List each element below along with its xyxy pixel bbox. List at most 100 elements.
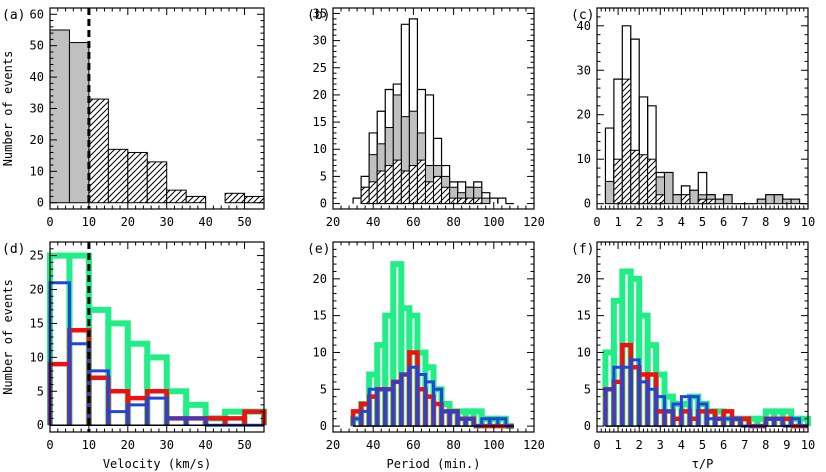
bar-e-blue-18 — [496, 417, 508, 427]
bar-c-gray-20 — [773, 194, 784, 205]
series-blue — [351, 365, 514, 428]
bar-c-gray-8 — [672, 194, 682, 205]
bar-c-gray-7 — [664, 172, 674, 205]
y-tick-label: 20 — [30, 283, 44, 297]
y-tick-label: 5 — [37, 384, 44, 398]
y-tick-label: 40 — [30, 70, 44, 84]
bar-b-hatch-9 — [424, 181, 434, 205]
x-tick-label: 10 — [801, 438, 815, 452]
x-tick-label: 0 — [593, 215, 600, 229]
y-tick-label: 25 — [30, 249, 44, 263]
y-tick-label: 15 — [577, 309, 591, 323]
x-tick-label: 10 — [801, 215, 815, 229]
panel-label: (d) — [2, 242, 25, 257]
y-tick-label: 0 — [37, 196, 44, 210]
axes-frame — [332, 7, 535, 210]
bar-d-green-7 — [183, 401, 209, 426]
x-tick-label: 80 — [446, 438, 460, 452]
x-tick-label: 10 — [82, 438, 96, 452]
x-tick-label: 20 — [326, 215, 340, 229]
panel-b: 20 40 60 80 100 120 0 5 10 15 20 25 30 35(b) — [307, 6, 545, 229]
bar-b-hatch-8 — [416, 159, 426, 205]
bar-b-hatch-13 — [457, 197, 467, 205]
y-tick-label: 0 — [320, 419, 327, 433]
x-tick-label: 40 — [198, 438, 212, 452]
y-tick-label: 20 — [30, 133, 44, 147]
x-tick-label: 9 — [783, 438, 790, 452]
x-tick-label: 7 — [741, 438, 748, 452]
x-tick-label: 4 — [678, 438, 685, 452]
bar-b-hatch-11 — [441, 186, 451, 205]
y-tick-label: 5 — [320, 169, 327, 183]
x-tick-label: 3 — [657, 438, 664, 452]
bar-e-blue-10 — [432, 387, 444, 427]
bar-f-blue-11 — [696, 402, 709, 427]
bar-c-gray-22 — [790, 198, 801, 205]
x-tick-label: 4 — [678, 215, 685, 229]
x-tick-label: 5 — [699, 215, 706, 229]
y-tick-label: 30 — [313, 34, 327, 48]
y-tick-label: 10 — [313, 142, 327, 156]
bar-f-blue-15 — [730, 417, 742, 427]
bar-c-hatch-2 — [621, 78, 632, 205]
bar-f-blue-22 — [789, 417, 802, 427]
y-tick-label: 20 — [313, 88, 327, 102]
y-tick-label: 20 — [313, 272, 327, 286]
x-tick-label: 7 — [741, 215, 748, 229]
bar-a-hatch-7 — [224, 192, 246, 204]
bar-d-blue-5 — [145, 396, 169, 426]
y-tick-label: 0 — [584, 197, 591, 211]
bar-c-gray-14 — [723, 194, 733, 205]
bar-b-hatch-7 — [408, 165, 418, 205]
y-tick-label: 5 — [320, 382, 327, 396]
series-hatch — [360, 159, 483, 205]
series-hatch — [88, 98, 265, 204]
panel-label: (f) — [571, 242, 594, 257]
panel-e: 20 40 60 80 100 120 0 5 10 15 20 (e) Period (min.) — [307, 241, 545, 471]
x-tick-label: 20 — [121, 215, 135, 229]
bar-a-hatch-0 — [88, 98, 109, 204]
panel-a: 0 10 20 30 40 50 0 10 20 30 40 50 60 (a) Number of eve… — [1, 7, 265, 229]
bar-a-hatch-5 — [185, 195, 207, 204]
y-tick-label: 10 — [577, 152, 591, 166]
x-tick-label: 0 — [593, 438, 600, 452]
y-tick-label: 0 — [320, 197, 327, 211]
x-axis-label: Period (min.) — [387, 457, 481, 471]
x-tick-label: 100 — [483, 438, 505, 452]
bar-b-hatch-5 — [392, 159, 402, 205]
bar-b-outline-18 — [497, 197, 507, 204]
y-tick-label: 20 — [577, 272, 591, 286]
y-tick-label: 0 — [37, 418, 44, 432]
bar-c-gray-18 — [756, 198, 767, 205]
panel-label: (a) — [2, 8, 25, 23]
bar-a-gray-0 — [49, 29, 70, 204]
bar-a-hatch-8 — [244, 195, 265, 204]
x-tick-label: 0 — [46, 215, 53, 229]
bar-c-gray-10 — [689, 189, 699, 205]
bar-c-hatch-12 — [706, 198, 716, 205]
series-hatch — [613, 78, 716, 205]
x-tick-label: 120 — [523, 438, 545, 452]
x-tick-label: 2 — [636, 438, 643, 452]
x-tick-label: 100 — [483, 215, 505, 229]
bar-b-hatch-2 — [368, 181, 378, 205]
bar-b-hatch-15 — [473, 197, 483, 205]
x-tick-label: 30 — [160, 438, 174, 452]
panel-label: (c) — [571, 8, 594, 23]
bar-b-hatch-10 — [433, 175, 443, 205]
x-tick-label: 1 — [614, 438, 621, 452]
y-tick-label: 10 — [30, 350, 44, 364]
x-tick-label: 40 — [366, 438, 380, 452]
y-tick-label: 10 — [577, 345, 591, 359]
y-tick-label: 30 — [30, 102, 44, 116]
y-tick-label: 25 — [313, 61, 327, 75]
panel-d: 0 10 20 30 40 50 0 5 10 15 20 25 (d) Velocity (km/s) N… — [1, 241, 267, 471]
bar-c-gray-13 — [714, 198, 725, 205]
bar-a-hatch-1 — [107, 148, 129, 204]
x-tick-label: 8 — [762, 215, 769, 229]
bar-a-gray-1 — [68, 42, 90, 204]
bar-b-hatch-14 — [465, 197, 475, 205]
x-tick-label: 8 — [762, 438, 769, 452]
